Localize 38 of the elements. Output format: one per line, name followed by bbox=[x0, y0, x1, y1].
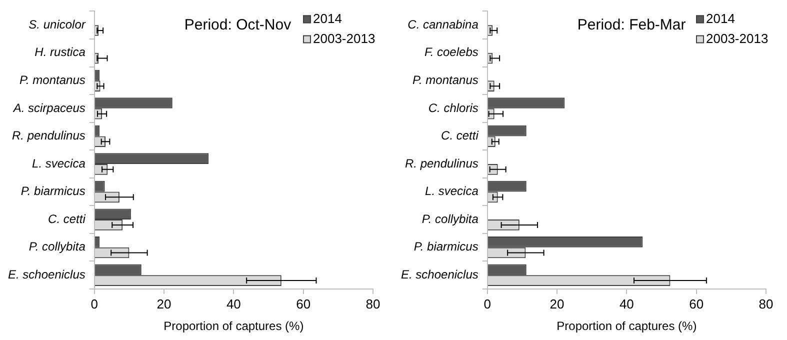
x-tick-label: 0 bbox=[484, 296, 491, 312]
x-tick-label: 40 bbox=[619, 296, 634, 312]
x-tick-label: 60 bbox=[296, 296, 311, 312]
y-tick-label: F. coelebs bbox=[424, 45, 478, 60]
y-tick-label: P. montanus bbox=[20, 72, 86, 87]
legend-label: 2003-2013 bbox=[706, 30, 768, 46]
x-tick-label: 20 bbox=[550, 296, 564, 312]
y-tick-label: C. cetti bbox=[48, 212, 86, 226]
y-tick-label: E. schoeniclus bbox=[401, 267, 478, 282]
y-tick-label: C. chloris bbox=[428, 100, 478, 115]
chart-title: Period: Feb-Mar bbox=[577, 16, 686, 34]
y-tick-label: C. cannabina bbox=[408, 17, 479, 32]
y-tick-label: L. svecica bbox=[425, 184, 479, 198]
y-tick-label: C. cetti bbox=[441, 128, 479, 143]
x-tick-label: 80 bbox=[758, 296, 774, 312]
x-tick-label: 60 bbox=[689, 296, 704, 312]
y-tick-label: H. rustica bbox=[34, 45, 86, 60]
x-tick-label: 20 bbox=[156, 296, 172, 312]
y-tick-label: R. pendulinus bbox=[12, 128, 86, 143]
x-tick-label: 0 bbox=[90, 296, 98, 312]
legend-label: 2003-2013 bbox=[313, 30, 376, 46]
x-axis-title: Proportion of captures (%) bbox=[556, 319, 697, 334]
y-tick-label: R. pendulinus bbox=[404, 156, 478, 170]
y-tick-label: A. scirpaceus bbox=[12, 100, 86, 115]
y-tick-label: P. collybita bbox=[28, 240, 86, 254]
legend-label: 2014 bbox=[313, 10, 342, 26]
y-tick-label: E. schoeniclus bbox=[8, 267, 86, 282]
y-tick-label: P. biarmicus bbox=[20, 184, 86, 198]
legend-label: 2014 bbox=[706, 10, 735, 26]
y-tick-label: P. biarmicus bbox=[414, 240, 478, 254]
y-tick-label: P. montanus bbox=[412, 72, 478, 87]
x-tick-label: 40 bbox=[226, 296, 241, 312]
x-axis-title: Proportion of captures (%) bbox=[164, 319, 304, 334]
y-tick-label: P. collybita bbox=[422, 212, 479, 226]
x-tick-label: 80 bbox=[366, 296, 380, 312]
y-tick-label: L. svecica bbox=[32, 156, 86, 170]
y-tick-label: S. unicolor bbox=[28, 17, 86, 32]
chart-title: Period: Oct-Nov bbox=[184, 16, 292, 34]
